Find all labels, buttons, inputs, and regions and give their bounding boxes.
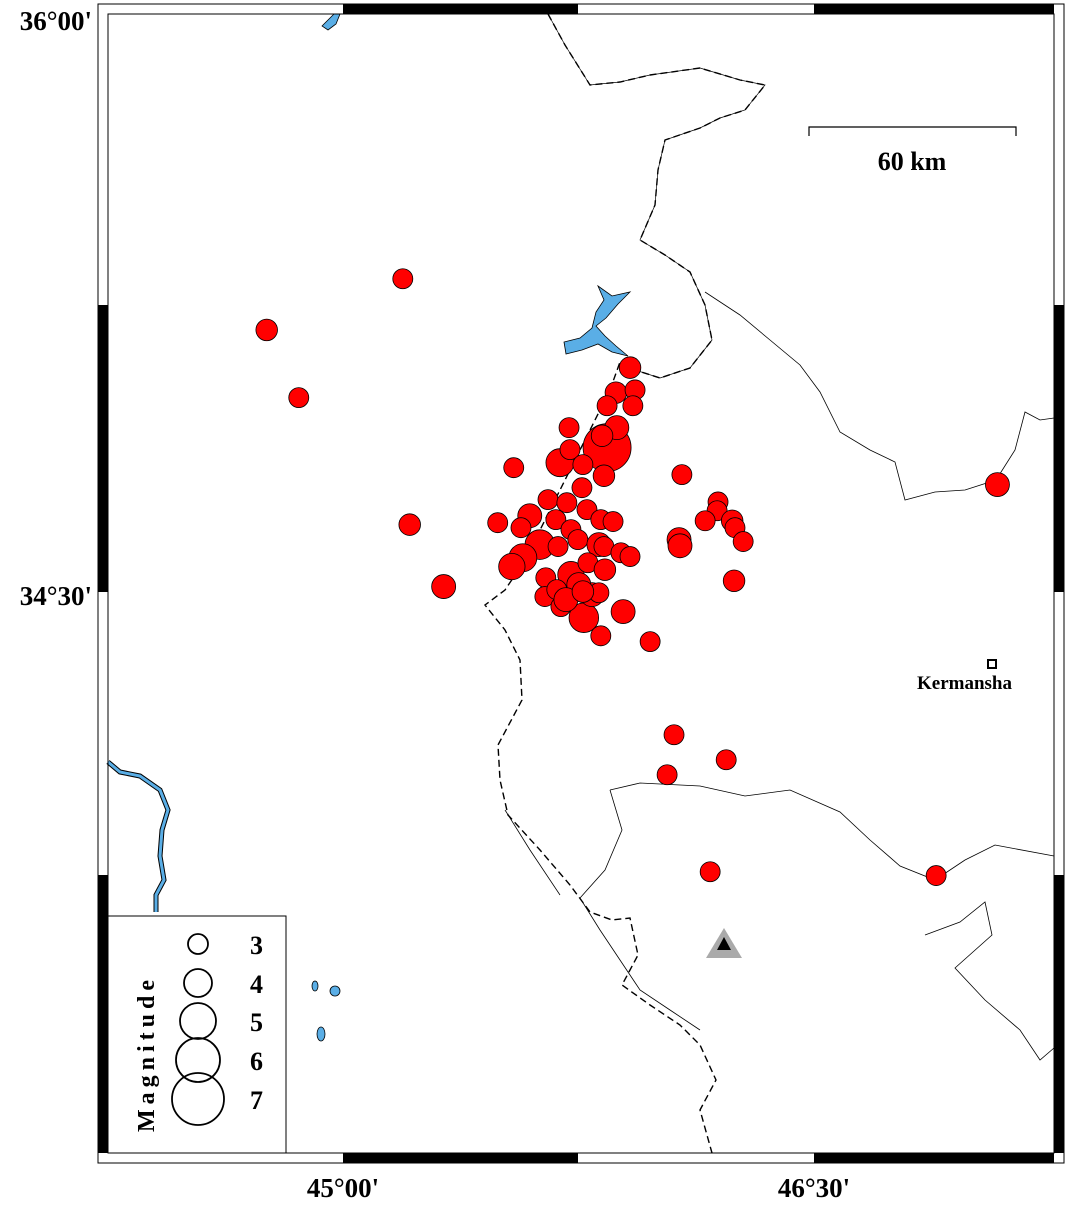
earthquake-event — [925, 865, 947, 886]
legend-circle-icon — [171, 1072, 225, 1126]
map-frame — [97, 3, 1065, 1164]
borders — [484, 13, 1055, 1154]
earthquake-event — [567, 529, 589, 551]
legend-label: 3 — [250, 931, 263, 960]
earthquake-event — [722, 569, 746, 593]
station-marker — [706, 928, 742, 958]
earthquake-event — [537, 489, 559, 511]
province-border — [924, 901, 1055, 1061]
legend-title: Magnitude — [134, 975, 160, 1132]
international-border — [547, 13, 766, 379]
province-border — [609, 782, 1055, 881]
earthquake-event — [392, 268, 414, 290]
earthquake-event — [593, 558, 617, 581]
lat-tick-label: 36°00' — [20, 6, 92, 36]
province-border — [504, 809, 561, 896]
water-bodies — [106, 13, 632, 1042]
earthquake-event — [656, 764, 678, 786]
lake — [311, 980, 319, 992]
earthquake-event — [663, 724, 685, 746]
earthquake-event — [610, 599, 636, 624]
earthquake-event — [503, 457, 525, 479]
lon-tick-label: 46°30' — [778, 1173, 850, 1201]
earthquake-event — [558, 417, 580, 439]
earthquake-event — [547, 536, 569, 557]
earthquake-event — [510, 517, 532, 539]
lake — [329, 985, 341, 997]
earthquake-event — [288, 387, 310, 409]
earthquake-event — [694, 510, 716, 532]
legend-label: 7 — [250, 1086, 263, 1115]
province-border — [579, 789, 701, 1031]
lake — [316, 1026, 326, 1042]
earthquake-event — [602, 511, 624, 532]
earthquake-event — [498, 552, 526, 581]
river — [107, 760, 170, 912]
province-border — [704, 291, 1055, 501]
earthquake-event — [985, 472, 1010, 498]
legend-label: 5 — [250, 1008, 263, 1037]
station-inner-triangle-icon — [717, 937, 731, 950]
city-marker: Kermansha — [917, 659, 1013, 694]
earthquake-event — [732, 531, 754, 552]
legend-circle-icon — [187, 933, 209, 955]
city-label: Kermansha — [917, 673, 1013, 694]
magnitude-legend: Magnitude 3 4 5 6 7 — [107, 915, 287, 1154]
earthquake-event — [545, 509, 567, 531]
earthquake-event — [618, 356, 642, 379]
scale-bar-line — [808, 126, 1017, 136]
city-square-icon — [987, 659, 997, 669]
legend-circle-icon — [179, 1002, 217, 1040]
earthquake-event — [596, 395, 618, 417]
earthquake-event — [571, 477, 593, 499]
earthquake-event — [571, 580, 595, 603]
earthquake-event — [619, 546, 641, 567]
earthquake-event — [572, 454, 594, 475]
earthquake-event — [590, 424, 614, 447]
earthquake-event — [699, 861, 721, 883]
earthquake-event — [487, 512, 509, 534]
scale-bar: 60 km — [808, 126, 1017, 176]
earthquake-events — [255, 268, 1010, 886]
legend-label: 4 — [250, 970, 263, 999]
earthquake-event — [715, 749, 737, 771]
lon-tick-label: 45°00' — [307, 1173, 379, 1201]
legend-circle-icon — [183, 968, 213, 998]
legend-circle-icon — [175, 1037, 221, 1083]
earthquake-event — [556, 492, 578, 514]
earthquake-event — [592, 464, 616, 487]
earthquake-event — [559, 439, 581, 460]
earthquake-event — [667, 533, 693, 559]
earthquake-event — [622, 395, 644, 417]
international-border — [484, 13, 767, 1154]
legend-box — [107, 915, 287, 1154]
legend-label: 6 — [250, 1047, 263, 1076]
scale-bar-label: 60 km — [878, 147, 947, 176]
earthquake-event — [639, 631, 661, 653]
earthquake-event — [398, 513, 421, 536]
lake — [563, 284, 632, 357]
reservoir — [321, 13, 341, 31]
earthquake-event — [431, 574, 457, 599]
earthquake-event — [590, 625, 612, 647]
earthquake-event — [671, 464, 693, 486]
earthquake-event — [255, 318, 278, 342]
lat-tick-label: 34°30' — [20, 581, 92, 611]
